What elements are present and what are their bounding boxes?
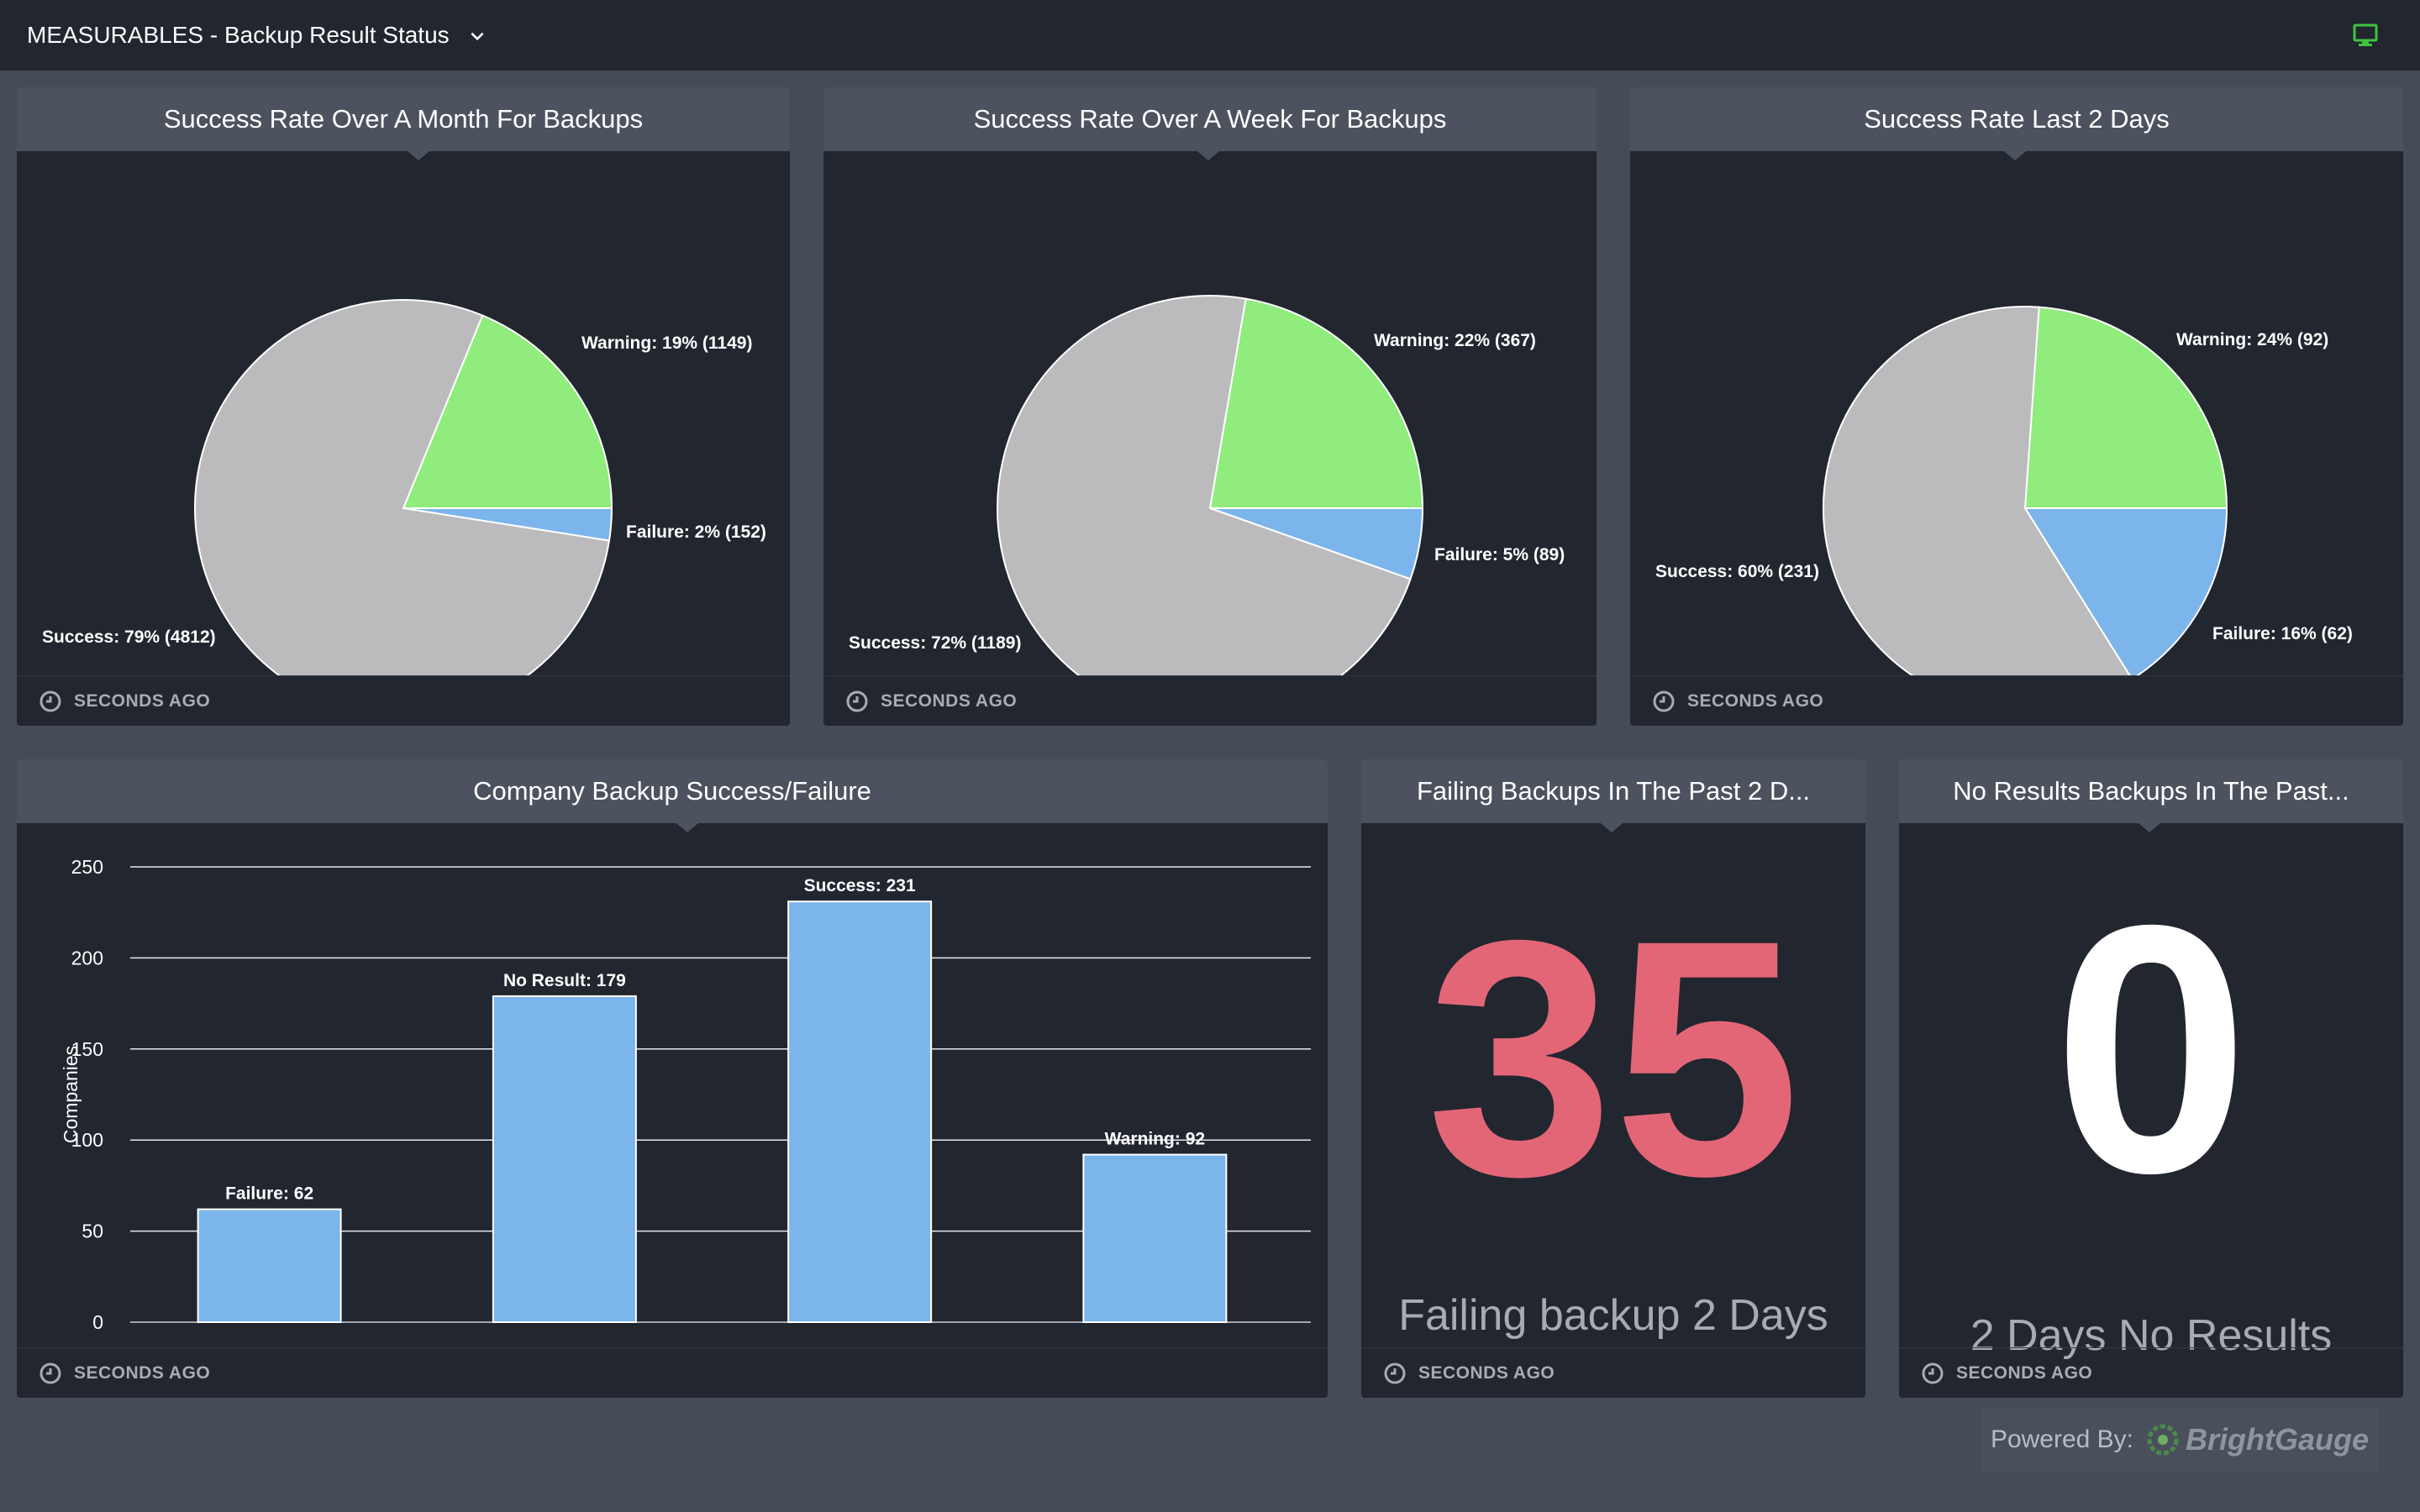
header-notch: [1601, 823, 1623, 832]
top-bar: MEASURABLES - Backup Result Status: [0, 0, 2420, 71]
bar[interactable]: [197, 1208, 342, 1324]
clock-icon: [1922, 1362, 1944, 1383]
header-notch: [2139, 823, 2160, 832]
widget-twodays-pie: Success Rate Last 2 Days Warning: 24% (9…: [1630, 87, 2403, 726]
chevron-down-icon: [471, 32, 484, 41]
failing-label: Failing backup 2 Days: [1398, 1291, 1828, 1340]
pie-slice[interactable]: [402, 314, 613, 509]
pie-chart-week: Warning: 22% (367) Failure: 5% (89) Succes…: [849, 295, 1565, 675]
header-notch: [676, 823, 698, 832]
y-tick-label: 200: [71, 947, 103, 969]
widget-footer: SECONDS AGO: [1899, 1347, 2403, 1398]
header-notch: [408, 151, 429, 160]
pie-chart-twodays: Warning: 24% (92) Failure: 16% (62) Succes…: [1655, 306, 2353, 675]
no-results-label: 2 Days No Results: [1970, 1311, 2333, 1360]
pie-slice[interactable]: [2023, 507, 2228, 675]
widget-failing-backups: Failing Backups In The Past 2 D... 35 Fa…: [1361, 759, 1865, 1398]
last-updated: SECONDS AGO: [74, 1362, 211, 1383]
pie-data-label: Success: 72% (1189): [849, 633, 1021, 653]
y-tick-label: 150: [71, 1038, 103, 1060]
pie-data-label: Failure: 2% (152): [626, 522, 766, 542]
widget-footer: SECONDS AGO: [1361, 1347, 1865, 1398]
no-results-count: 0: [2053, 853, 2249, 1247]
brand-name: BrightGauge: [2186, 1422, 2370, 1457]
pie-chart-month: Warning: 19% (1149) Failure: 2% (152) Succ…: [42, 299, 766, 675]
bar-data-label: Success: 231: [804, 876, 916, 895]
bar-data-label: Warning: 92: [1105, 1130, 1205, 1149]
widget-week-pie: Success Rate Over A Week For Backups War…: [823, 87, 1597, 726]
powered-by-badge[interactable]: Powered By: BrightGauge: [1981, 1408, 2378, 1472]
pie-slice[interactable]: [1823, 306, 2132, 675]
widget-company-bar: Company Backup Success/Failure 0 50 100 150…: [17, 759, 1328, 1398]
y-axis-label: Companies: [60, 1046, 82, 1143]
last-updated: SECONDS AGO: [1418, 1362, 1555, 1383]
pie-slice[interactable]: [997, 295, 1412, 675]
widget-title: Company Backup Success/Failure: [17, 759, 1328, 823]
widget-footer: SECONDS AGO: [823, 675, 1597, 726]
y-tick-label: 50: [82, 1221, 103, 1242]
pie-slice[interactable]: [194, 299, 611, 675]
widget-title: Success Rate Over A Month For Backups: [17, 87, 790, 151]
last-updated: SECONDS AGO: [881, 690, 1018, 711]
widget-footer: SECONDS AGO: [1630, 675, 2403, 726]
clock-icon: [1384, 1362, 1406, 1383]
dashboard-title-dropdown[interactable]: MEASURABLES - Backup Result Status: [27, 0, 487, 71]
clock-icon: [39, 1362, 61, 1383]
widget-title: Success Rate Over A Week For Backups: [823, 87, 1597, 151]
y-tick-label: 250: [71, 856, 103, 878]
brand-logo: BrightGauge: [2147, 1422, 2369, 1457]
pie-data-label: Success: 79% (4812): [42, 627, 216, 647]
y-tick-label: 0: [92, 1311, 103, 1333]
monitor-icon[interactable]: [2353, 24, 2378, 47]
widget-title: Failing Backups In The Past 2 D...: [1361, 759, 1865, 823]
pie-data-label: Success: 60% (231): [1655, 562, 1819, 581]
pie-data-label: Warning: 24% (92): [2176, 330, 2328, 349]
bar-data-label: Failure: 62: [225, 1184, 313, 1204]
last-updated: SECONDS AGO: [1687, 690, 1824, 711]
clock-icon: [846, 690, 868, 711]
pie-data-label: Warning: 22% (367): [1374, 331, 1536, 350]
clock-icon: [39, 690, 61, 711]
pie-data-label: Failure: 5% (89): [1434, 545, 1565, 564]
bar[interactable]: [1082, 1153, 1228, 1323]
last-updated: SECONDS AGO: [1956, 1362, 2093, 1383]
last-updated: SECONDS AGO: [74, 690, 211, 711]
widget-month-pie: Success Rate Over A Month For Backups Wa…: [17, 87, 790, 726]
dashboard-title: MEASURABLES - Backup Result Status: [27, 22, 450, 48]
clock-icon: [1653, 690, 1675, 711]
header-notch: [1197, 151, 1219, 160]
widget-title: No Results Backups In The Past...: [1899, 759, 2403, 823]
pie-data-label: Failure: 16% (62): [2212, 624, 2353, 643]
bar[interactable]: [787, 900, 933, 1324]
powered-by-label: Powered By:: [1990, 1425, 2134, 1453]
brightgauge-logo-icon: [2147, 1424, 2179, 1456]
failing-count: 35: [1426, 870, 1801, 1246]
header-notch: [2004, 151, 2026, 160]
pie-slice[interactable]: [1208, 297, 1424, 509]
bar[interactable]: [492, 995, 637, 1323]
y-tick-label: 100: [71, 1129, 103, 1151]
pie-slice[interactable]: [2023, 306, 2228, 509]
widget-footer: SECONDS AGO: [17, 1347, 1328, 1398]
bar-data-label: No Result: 179: [503, 971, 626, 990]
pie-data-label: Warning: 19% (1149): [581, 333, 752, 353]
widget-title: Success Rate Last 2 Days: [1630, 87, 2403, 151]
bar-chart-company: 0 50 100 150 200 250 Companies Failure: 62 No Re…: [60, 856, 1311, 1333]
widget-footer: SECONDS AGO: [17, 675, 790, 726]
widget-no-results: No Results Backups In The Past... 0 2 Da…: [1899, 759, 2403, 1398]
